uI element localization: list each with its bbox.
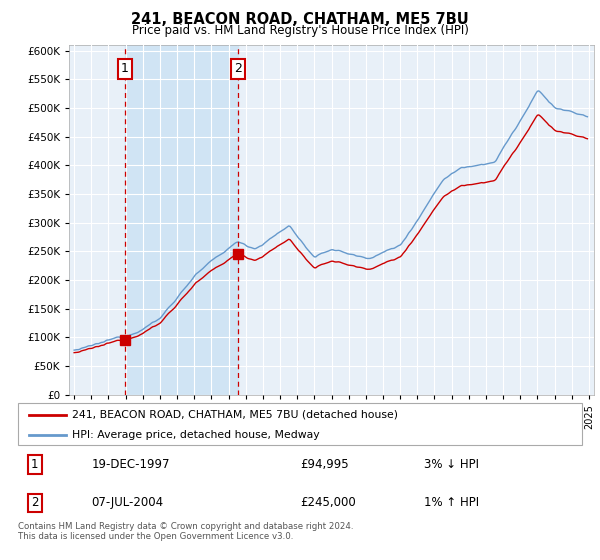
Bar — [125, 45, 238, 395]
Text: 1: 1 — [31, 458, 38, 471]
Text: 2: 2 — [234, 62, 242, 76]
Text: 3% ↓ HPI: 3% ↓ HPI — [424, 458, 479, 471]
Text: 241, BEACON ROAD, CHATHAM, ME5 7BU (detached house): 241, BEACON ROAD, CHATHAM, ME5 7BU (deta… — [71, 410, 398, 420]
Text: Contains HM Land Registry data © Crown copyright and database right 2024.
This d: Contains HM Land Registry data © Crown c… — [18, 522, 353, 542]
Text: Price paid vs. HM Land Registry's House Price Index (HPI): Price paid vs. HM Land Registry's House … — [131, 24, 469, 37]
Text: 07-JUL-2004: 07-JUL-2004 — [91, 497, 163, 510]
Text: HPI: Average price, detached house, Medway: HPI: Average price, detached house, Medw… — [71, 430, 319, 440]
FancyBboxPatch shape — [18, 403, 582, 445]
Text: 1: 1 — [121, 62, 129, 76]
Text: £245,000: £245,000 — [300, 497, 356, 510]
Text: 2: 2 — [31, 497, 38, 510]
Text: 241, BEACON ROAD, CHATHAM, ME5 7BU: 241, BEACON ROAD, CHATHAM, ME5 7BU — [131, 12, 469, 27]
Text: 19-DEC-1997: 19-DEC-1997 — [91, 458, 170, 471]
Text: £94,995: £94,995 — [300, 458, 349, 471]
Text: 1% ↑ HPI: 1% ↑ HPI — [424, 497, 479, 510]
